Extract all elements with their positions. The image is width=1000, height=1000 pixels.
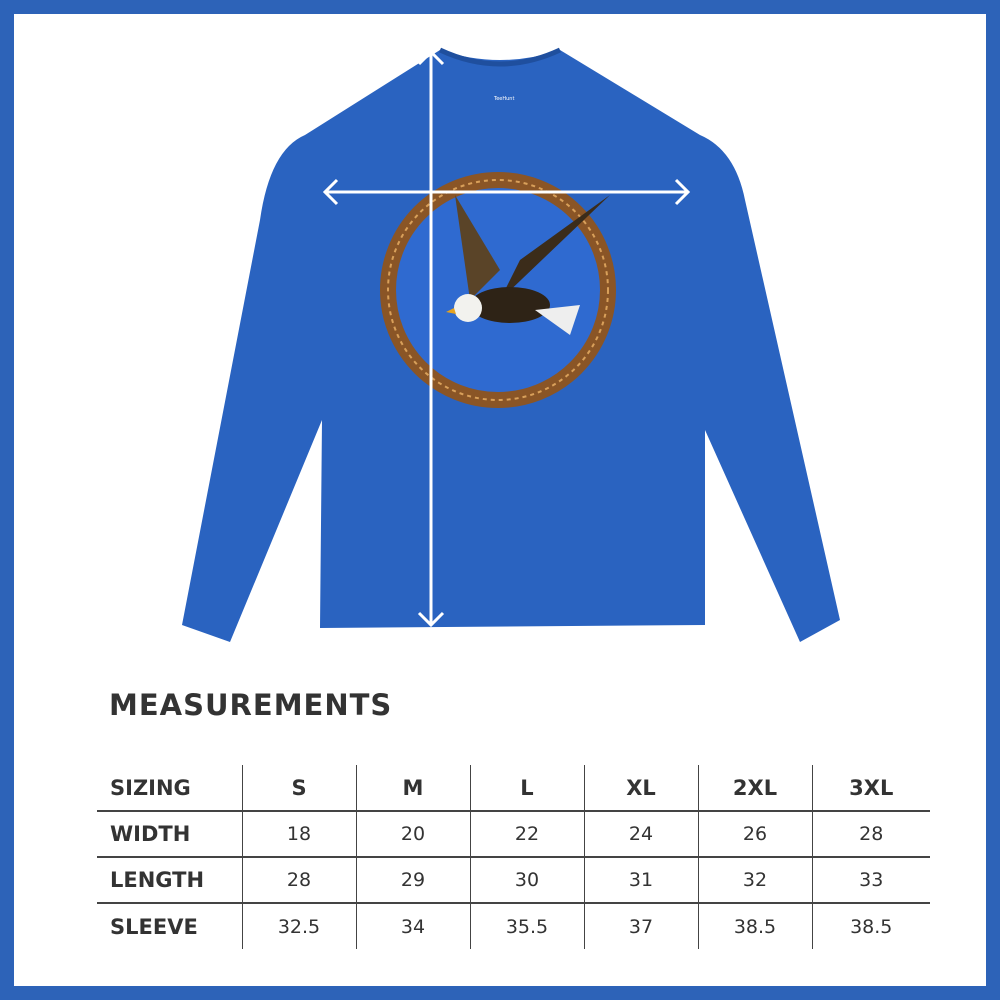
cell: 18 — [241, 810, 356, 857]
size-chart-table: SIZING S M L XL 2XL 3XL WIDTH 18 20 22 2… — [97, 765, 930, 949]
header-cell: L — [469, 765, 584, 811]
header-cell: SIZING — [110, 775, 191, 800]
header-cell: 2XL — [697, 765, 812, 811]
table-header-row: SIZING S M L XL 2XL 3XL — [97, 765, 930, 811]
cell: 29 — [355, 856, 470, 903]
row-label: LENGTH — [97, 856, 242, 903]
header-cell: M — [355, 765, 470, 811]
cell: 26 — [697, 810, 812, 857]
cell: 33 — [811, 856, 930, 903]
cell: 31 — [583, 856, 698, 903]
cell: 22 — [469, 810, 584, 857]
cell: 38.5 — [697, 902, 812, 949]
cell: 28 — [811, 810, 930, 857]
table-row: WIDTH 18 20 22 24 26 28 — [97, 810, 930, 857]
table-row: SLEEVE 32.5 34 35.5 37 38.5 38.5 — [97, 902, 930, 949]
shirt-label-brand: TeeHunt — [493, 96, 514, 102]
cell: 32.5 — [241, 902, 356, 949]
cell: 30 — [469, 856, 584, 903]
cell: 32 — [697, 856, 812, 903]
measurements-title: MEASUREMENTS — [109, 688, 393, 722]
eagle-graphic — [446, 195, 610, 335]
cell: 35.5 — [469, 902, 584, 949]
row-label: WIDTH — [97, 810, 242, 857]
header-cell: 3XL — [811, 765, 930, 811]
measurement-arrows — [322, 49, 691, 628]
cell: 24 — [583, 810, 698, 857]
header-cell: S — [241, 765, 356, 811]
header-cell: XL — [583, 765, 698, 811]
cell: 34 — [355, 902, 470, 949]
cell: 37 — [583, 902, 698, 949]
cell: 38.5 — [811, 902, 930, 949]
table-row: LENGTH 28 29 30 31 32 33 — [97, 856, 930, 903]
cell: 28 — [241, 856, 356, 903]
cell: 20 — [355, 810, 470, 857]
row-label: SLEEVE — [97, 902, 242, 949]
